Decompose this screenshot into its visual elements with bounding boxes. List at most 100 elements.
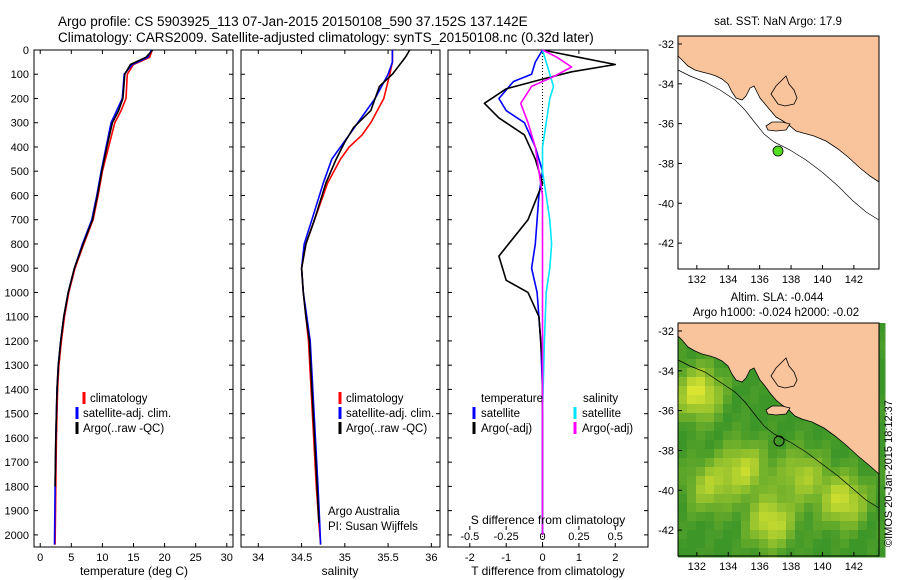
- legend-label-satellite: satellite-adj. clim.: [83, 408, 171, 420]
- map-y-tick-label: -38: [658, 158, 674, 170]
- heatmap-cell: [840, 440, 850, 450]
- temperature-plot-frame: [33, 49, 234, 548]
- heatmap-cell: [876, 413, 886, 423]
- series-line-t-argo-adj-: [483, 49, 617, 535]
- heatmap-cell: [714, 530, 724, 540]
- heatmap-cell: [840, 494, 850, 504]
- heatmap-cell: [795, 431, 805, 441]
- heatmap-cell: [876, 359, 886, 369]
- series-line-argo-raw-qc-: [300, 49, 411, 523]
- heatmap-cell: [687, 377, 697, 387]
- heatmap-cell: [696, 512, 706, 522]
- heatmap-cell: [849, 503, 859, 513]
- heatmap-cell: [678, 440, 688, 450]
- heatmap-cell: [714, 476, 724, 486]
- map-y-tick-label: -36: [658, 119, 674, 131]
- heatmap-cell: [714, 368, 724, 378]
- heatmap-cell: [723, 431, 733, 441]
- heatmap-cell: [876, 503, 886, 513]
- legend-label-t-argo: Argo(-adj): [481, 423, 532, 435]
- heatmap-cell: [813, 449, 823, 459]
- sla-map-land: [677, 322, 880, 475]
- heatmap-cell: [705, 395, 715, 405]
- heatmap-cell: [759, 404, 769, 414]
- imos-credit: ©IMOS 20-Jan-2015 18:12:37: [883, 400, 895, 547]
- heatmap-cell: [768, 458, 778, 468]
- heatmap-cell: [876, 395, 886, 405]
- heatmap-cell: [795, 539, 805, 549]
- heatmap-cell: [732, 440, 742, 450]
- heatmap-cell: [696, 503, 706, 513]
- heatmap-cell: [687, 413, 697, 423]
- x-tick-label: 0: [539, 552, 545, 564]
- heatmap-cell: [750, 449, 760, 459]
- sla-map-title-line-1: Altim. SLA: -0.044: [731, 292, 824, 304]
- y-tick-label: 600: [11, 190, 29, 202]
- heatmap-cell: [687, 530, 697, 540]
- heatmap-cell: [750, 422, 760, 432]
- heatmap-cell: [768, 413, 778, 423]
- s-tick-label: 0.5: [608, 531, 623, 543]
- heatmap-cell: [750, 548, 760, 558]
- heatmap-cell: [786, 512, 796, 522]
- heatmap-cell: [849, 521, 859, 531]
- x-tick-label: 5: [68, 552, 74, 564]
- heatmap-cell: [804, 422, 814, 432]
- heatmap-cell: [732, 458, 742, 468]
- y-tick-label: 1500: [5, 409, 29, 421]
- heatmap-cell: [678, 431, 688, 441]
- heatmap-cell: [759, 395, 769, 405]
- heatmap-cell: [876, 476, 886, 486]
- heatmap-cell: [759, 467, 769, 477]
- heatmap-cell: [867, 476, 877, 486]
- y-tick-label: 100: [11, 69, 29, 81]
- heatmap-cell: [705, 458, 715, 468]
- heatmap-cell: [849, 467, 859, 477]
- heatmap-cell: [831, 494, 841, 504]
- heatmap-cell: [678, 476, 688, 486]
- x-tick-label: 34.5: [291, 552, 312, 564]
- heatmap-cell: [867, 539, 877, 549]
- heatmap-cell: [759, 521, 769, 531]
- heatmap-cell: [696, 476, 706, 486]
- heatmap-cell: [777, 413, 787, 423]
- heatmap-cell: [831, 521, 841, 531]
- heatmap-cell: [759, 512, 769, 522]
- heatmap-cell: [822, 440, 832, 450]
- heatmap-cell: [741, 548, 751, 558]
- heatmap-cell: [867, 512, 877, 522]
- heatmap-cell: [867, 467, 877, 477]
- heatmap-cell: [867, 521, 877, 531]
- heatmap-cell: [687, 422, 697, 432]
- heatmap-cell: [714, 413, 724, 423]
- sla-map-kangaroo-island: [765, 405, 791, 416]
- heatmap-cell: [696, 467, 706, 477]
- sla-map-isobath: [677, 359, 880, 509]
- heatmap-cell: [768, 521, 778, 531]
- map-x-tick-label: 142: [845, 274, 863, 286]
- heatmap-cell: [777, 458, 787, 468]
- heatmap-cell: [687, 485, 697, 495]
- heatmap-cell: [831, 440, 841, 450]
- heatmap-cell: [687, 359, 697, 369]
- heatmap-cell: [687, 503, 697, 513]
- heatmap-cell: [687, 431, 697, 441]
- heatmap-cell: [750, 467, 760, 477]
- series-line-argo-raw-qc-: [54, 49, 154, 487]
- title-line-2: Climatology: CARS2009. Satellite-adjuste…: [58, 30, 594, 45]
- title-line-1: Argo profile: CS 5903925_113 07-Jan-2015…: [58, 14, 528, 29]
- map-x-tick-label: 140: [813, 274, 831, 286]
- y-tick-label: 900: [11, 263, 29, 275]
- heatmap-cell: [858, 512, 868, 522]
- y-tick-label: 500: [11, 166, 29, 178]
- heatmap-cell: [777, 548, 787, 558]
- heatmap-cell: [714, 467, 724, 477]
- heatmap-cell: [804, 548, 814, 558]
- heatmap-cell: [705, 521, 715, 531]
- heatmap-cell: [714, 449, 724, 459]
- heatmap-cell: [795, 476, 805, 486]
- heatmap-cell: [876, 377, 886, 387]
- heatmap-cell: [750, 395, 760, 405]
- heatmap-cell: [777, 485, 787, 495]
- map-y-tick-label: -40: [658, 485, 674, 497]
